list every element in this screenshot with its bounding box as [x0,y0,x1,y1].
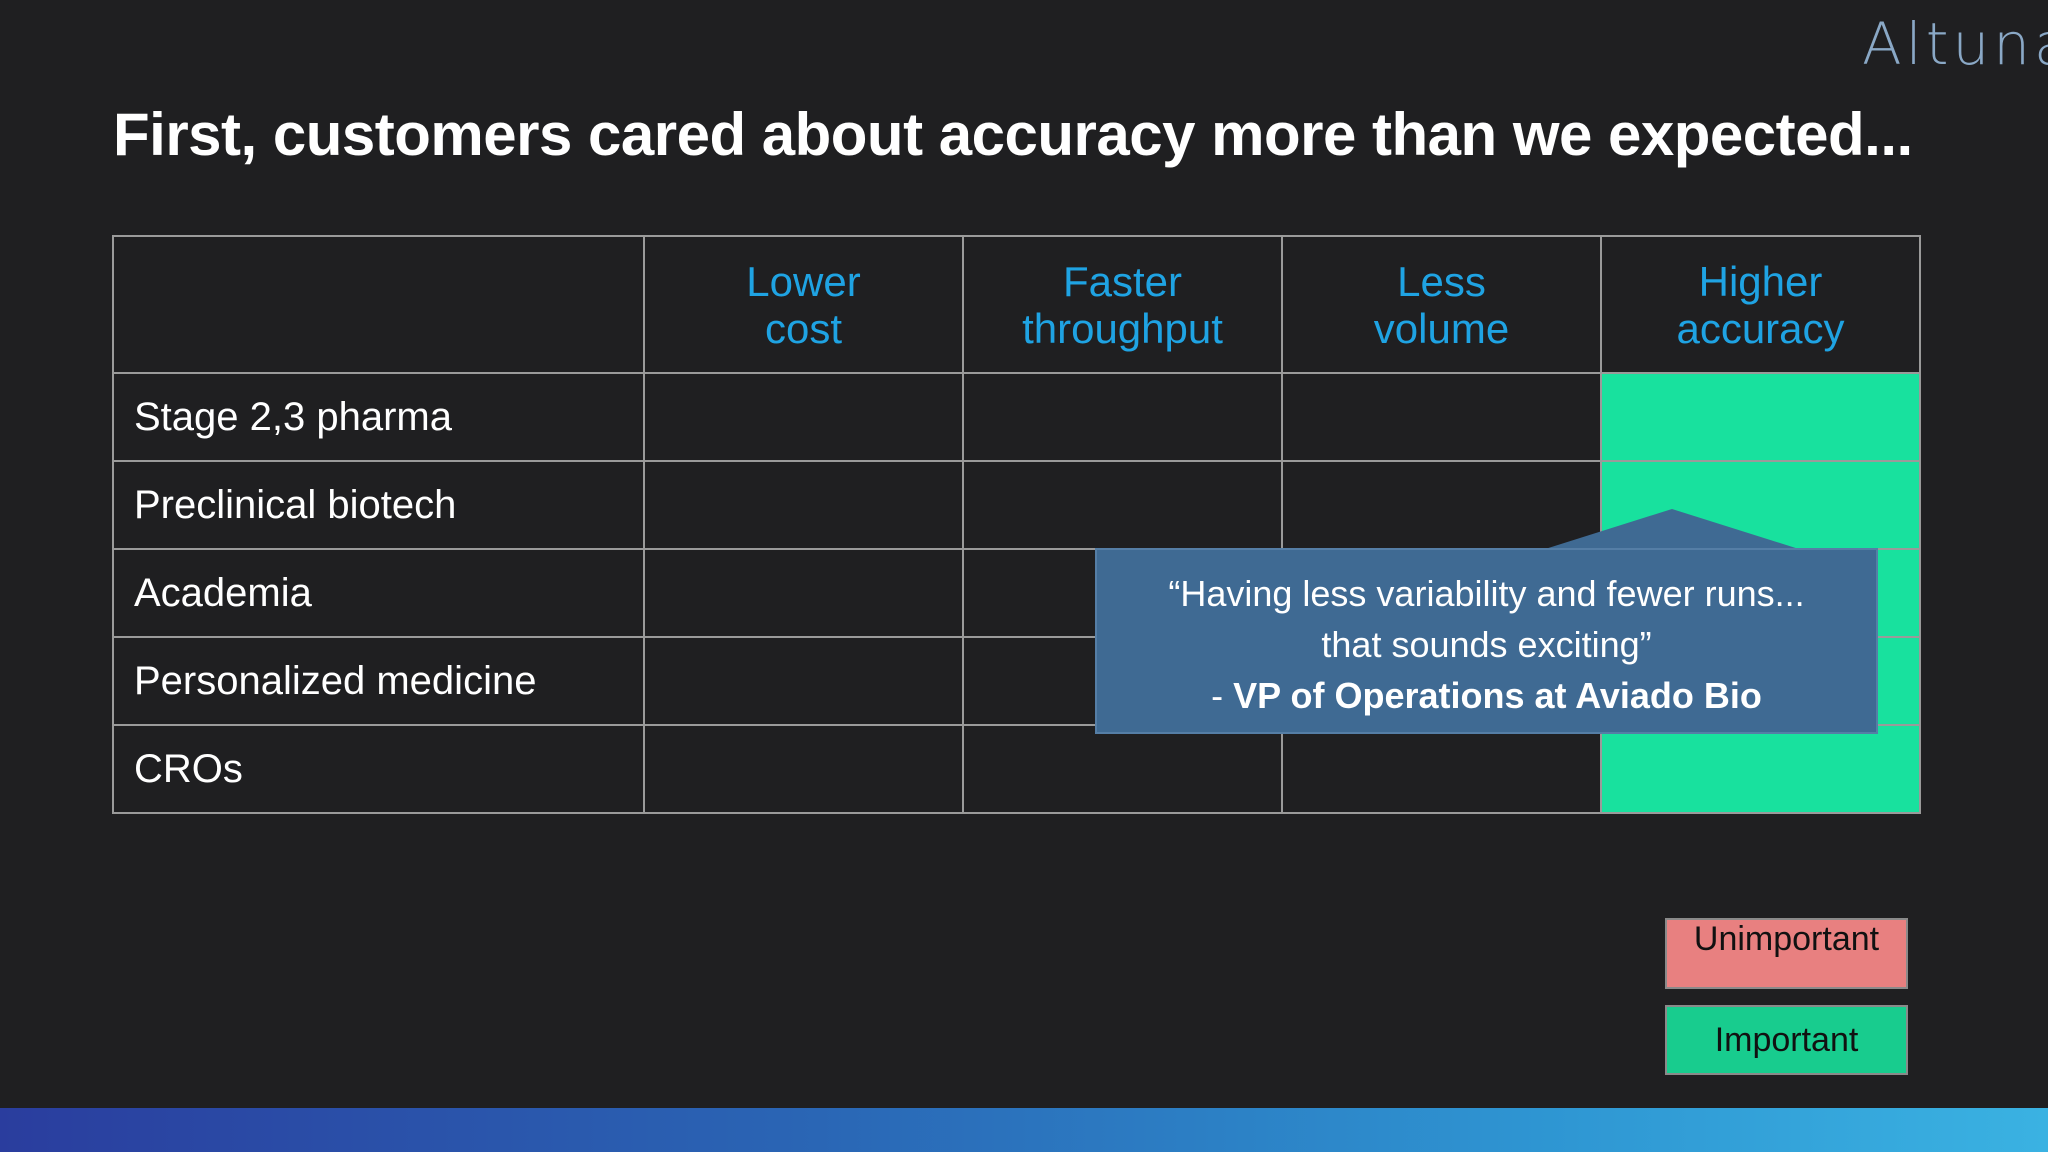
important-cell [1600,724,1921,814]
cell [962,460,1283,550]
quote-callout: “Having less variability and fewer runs.… [1095,548,1878,734]
quote-line-1: “Having less variability and fewer runs.… [1168,573,1805,614]
legend-important: Important [1665,1005,1908,1075]
column-header-less-volume: Less volume [1281,235,1602,374]
table-row: Preclinical biotech [112,460,1921,550]
important-cell [1600,372,1921,462]
column-header-lower-cost: Lower cost [643,235,964,374]
row-label: Preclinical biotech [112,460,645,550]
row-label: Personalized medicine [112,636,645,726]
altuna-logo: Altuna [1862,10,2048,78]
legend-unimportant: Unimportant [1665,918,1908,989]
row-label: CROs [112,724,645,814]
table-row: Stage 2,3 pharma [112,372,1921,462]
quote-attribution-line: - VP of Operations at Aviado Bio [1211,675,1762,716]
column-header-higher-accuracy: Higher accuracy [1600,235,1921,374]
cell [643,372,964,462]
cell [643,548,964,638]
cell [962,724,1283,814]
cell [643,460,964,550]
corner-cell [112,235,645,374]
slide-title: First, customers cared about accuracy mo… [113,101,1913,168]
callout-pointer [1542,509,1802,550]
cell [1281,372,1602,462]
bottom-gradient-bar [0,1108,2048,1152]
cell [962,372,1283,462]
cell [643,724,964,814]
cell [1281,724,1602,814]
table-row: CROs [112,724,1921,814]
row-label: Academia [112,548,645,638]
row-label: Stage 2,3 pharma [112,372,645,462]
column-header-faster-throughput: Faster throughput [962,235,1283,374]
quote-line-2: that sounds exciting” [1321,624,1652,665]
quote-attribution: VP of Operations at Aviado Bio [1233,675,1762,716]
cell [643,636,964,726]
header-row: Lower cost Faster throughput Less volume Hi… [112,235,1921,374]
